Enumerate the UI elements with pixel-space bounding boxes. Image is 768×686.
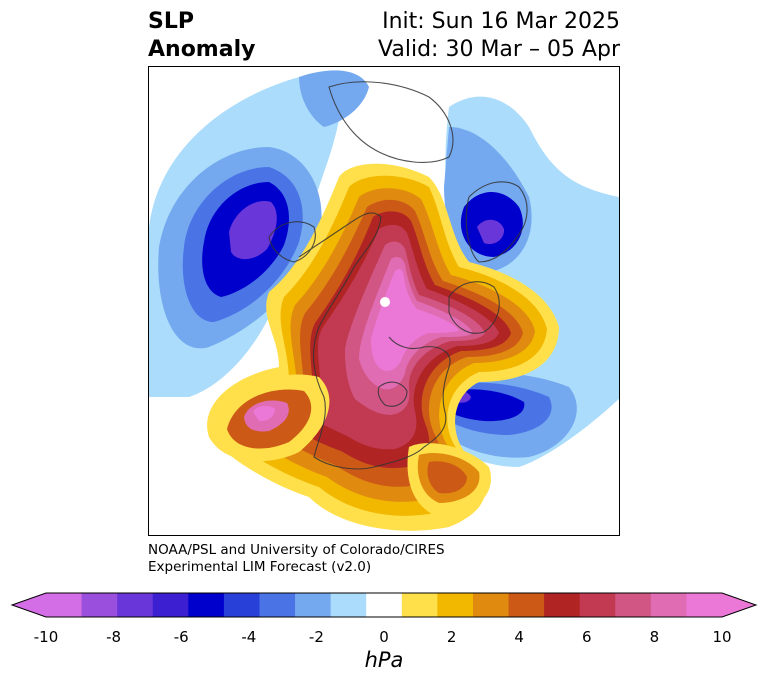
colorbar-segment — [686, 593, 723, 617]
coast-alaska — [268, 221, 316, 263]
credit-line1: NOAA/PSL and University of Colorado/CIRE… — [148, 542, 445, 558]
negative-anomaly-pacific-ring4 — [229, 201, 277, 260]
colorbar-tick-label: 0 — [379, 628, 389, 646]
init-date: Init: Sun 16 Mar 2025 — [382, 9, 620, 34]
colorbar-segment — [508, 593, 545, 617]
colorbar-tick-label: 8 — [649, 628, 660, 646]
colorbar-segment — [152, 593, 189, 617]
colorbar-segment — [650, 593, 687, 617]
positive-anomaly-core — [371, 269, 459, 371]
colorbar-outline — [10, 592, 758, 618]
coastlines — [268, 81, 528, 470]
title-variable: SLP — [148, 9, 194, 34]
positive-anomaly-pacific-lobe-core — [253, 405, 275, 422]
credit-text: NOAA/PSL and University of Colorado/CIRE… — [148, 542, 445, 576]
coast-north-america — [298, 212, 451, 470]
colorbar-segment — [366, 593, 403, 617]
colorbar-tick-label: 4 — [514, 628, 524, 646]
credit-line2: Experimental LIM Forecast (v2.0) — [148, 559, 372, 575]
colorbar-segment — [437, 593, 474, 617]
valid-dates: Valid: 30 Mar – 05 Apr — [378, 37, 620, 62]
coast-europe — [465, 181, 528, 263]
colorbar-segment — [188, 593, 225, 617]
north-pole-marker — [380, 297, 390, 307]
colorbar-segment — [544, 593, 581, 617]
coast-hudson-bay — [377, 381, 408, 407]
colorbar-unit-label: hPa — [364, 648, 404, 672]
colorbar-segment — [259, 593, 296, 617]
colorbar-tick-label: -4 — [241, 628, 257, 646]
colorbar-segment — [223, 593, 260, 617]
colorbar-tick-label: -6 — [173, 628, 189, 646]
colorbar-segment — [472, 593, 510, 617]
negative-anomaly-scandinavia-ring3 — [477, 219, 505, 245]
colorbar-tick-label: -10 — [33, 628, 59, 646]
colorbar-segment — [330, 593, 367, 617]
colorbar-segment — [615, 593, 652, 617]
coast-asia — [328, 81, 454, 163]
colorbar-tick-label: -2 — [308, 628, 324, 646]
map-svg — [149, 70, 619, 531]
colorbar-tick-label: 10 — [712, 628, 732, 646]
positive-anomaly-atlantic-lobe3 — [427, 461, 467, 494]
colorbar-segment — [81, 593, 118, 617]
map-title: SLP Anomaly — [148, 8, 255, 64]
colorbar-segment — [401, 593, 438, 617]
colorbar-segment — [295, 593, 332, 617]
colorbar-tick-label: -8 — [106, 628, 122, 646]
colorbar-extend-high — [722, 593, 756, 617]
colorbar — [10, 592, 758, 618]
colorbar-segment — [117, 593, 154, 617]
colorbar-tick-label: 6 — [582, 628, 592, 646]
coast-greenland — [448, 281, 500, 334]
colorbar-segment — [46, 593, 83, 617]
colorbar-segment — [579, 593, 616, 617]
anomaly-map — [148, 66, 620, 536]
colorbar-segments — [12, 593, 756, 617]
colorbar-tick-label: 2 — [446, 628, 457, 646]
title-type: Anomaly — [148, 37, 256, 62]
colorbar-extend-low — [12, 593, 46, 617]
date-info: Init: Sun 16 Mar 2025 Valid: 30 Mar – 05… — [378, 8, 620, 64]
negative-anomaly-arctic-blue — [299, 70, 369, 127]
